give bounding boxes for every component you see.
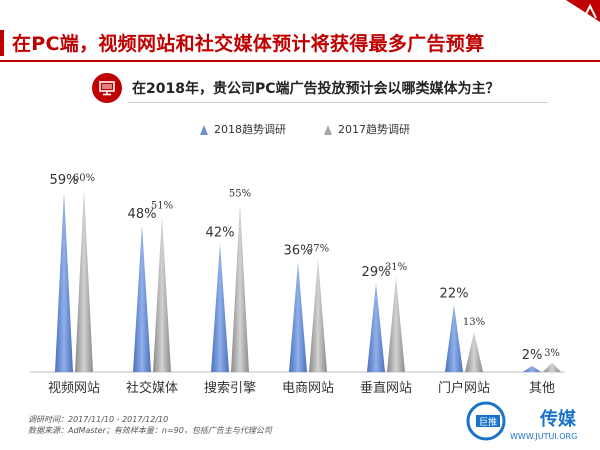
data-label-2018-6: 22%	[440, 287, 469, 302]
watermark-logo: 巨推 传媒 WWW.JUTUI.ORG	[466, 401, 577, 441]
category-label-7: 其他	[529, 381, 555, 396]
category-label-6: 门户网站	[438, 380, 490, 396]
bar-2017-3	[231, 203, 249, 372]
data-label-2017-5: 31%	[385, 262, 407, 273]
corner-logo-icon	[566, 0, 600, 22]
data-label-2017-1: 60%	[73, 173, 95, 184]
footnote-data-source: 数据来源：AdMaster；有效样本量：n=90，包括广告主与代理公司	[28, 426, 272, 435]
category-label-2: 社交媒体	[126, 380, 178, 396]
legend-item-2017: 2017趋势调研	[324, 121, 410, 137]
legend-swatch-2017	[324, 125, 332, 135]
header: 在PC端，视频网站和社交媒体预计将获得最多广告预算	[0, 0, 600, 62]
question-underline	[128, 102, 548, 103]
title-accent-bar	[0, 30, 4, 56]
header-divider	[0, 60, 600, 62]
bar-2017-1	[75, 188, 93, 372]
category-label-3: 搜索引擎	[204, 381, 256, 396]
watermark-brand: 巨推	[479, 416, 497, 428]
footnote-survey-period: 调研时间：2017/11/10 - 2017/12/10	[28, 415, 169, 424]
bar-2018-3	[211, 243, 229, 372]
bar-2017-5	[387, 277, 405, 372]
data-label-2018-5: 29%	[362, 265, 391, 280]
data-label-2018-4: 36%	[284, 244, 313, 259]
bar-2018-2	[133, 224, 151, 372]
bar-2017-2	[153, 215, 171, 372]
data-label-2018-1: 59%	[50, 173, 79, 188]
legend-label-2017: 2017趋势调研	[338, 123, 410, 136]
data-label-2017-2: 51%	[151, 201, 173, 212]
bar-2018-7	[523, 365, 541, 372]
category-label-5: 垂直网站	[360, 381, 412, 396]
bar-2018-4	[289, 261, 307, 372]
data-label-2018-3: 42%	[206, 225, 235, 240]
watermark-url: WWW.JUTUI.ORG	[510, 432, 577, 441]
bar-2018-6	[445, 304, 463, 372]
bar-2017-4	[309, 258, 327, 372]
category-label-1: 视频网站	[48, 381, 100, 396]
bar-2017-6	[465, 332, 483, 372]
monitor-icon	[92, 73, 122, 103]
bar-2018-1	[55, 191, 73, 372]
legend-label-2018: 2018趋势调研	[214, 123, 286, 136]
bar-chart: 59%60% 视频网站 48%51% 社交媒体 42% 55% 搜索引擎 36%37% 电商网站…	[30, 173, 565, 396]
watermark-ring-icon	[466, 401, 506, 441]
legend-swatch-2018	[200, 125, 208, 135]
data-label-2018-7: 2%	[522, 348, 543, 363]
data-label-2017-7: 3%	[544, 348, 560, 359]
data-label-2017-4: 37%	[307, 244, 329, 255]
watermark-name: 传媒	[539, 408, 577, 430]
question-banner: 在2018年，贵公司PC端广告投放预计会以哪类媒体为主？	[92, 73, 552, 105]
question-text: 在2018年，贵公司PC端广告投放预计会以哪类媒体为主？	[132, 81, 500, 97]
data-label-2017-6: 13%	[463, 317, 485, 328]
bar-2018-5	[367, 283, 385, 372]
page-title: 在PC端，视频网站和社交媒体预计将获得最多广告预算	[12, 33, 485, 55]
legend-item-2018: 2018趋势调研	[200, 121, 286, 137]
bar-2017-7	[543, 362, 561, 372]
category-label-4: 电商网站	[282, 381, 334, 396]
data-label-2018-2: 48%	[128, 207, 157, 222]
data-label-2017-3: 55%	[229, 188, 251, 199]
watermark-badge	[476, 415, 500, 427]
